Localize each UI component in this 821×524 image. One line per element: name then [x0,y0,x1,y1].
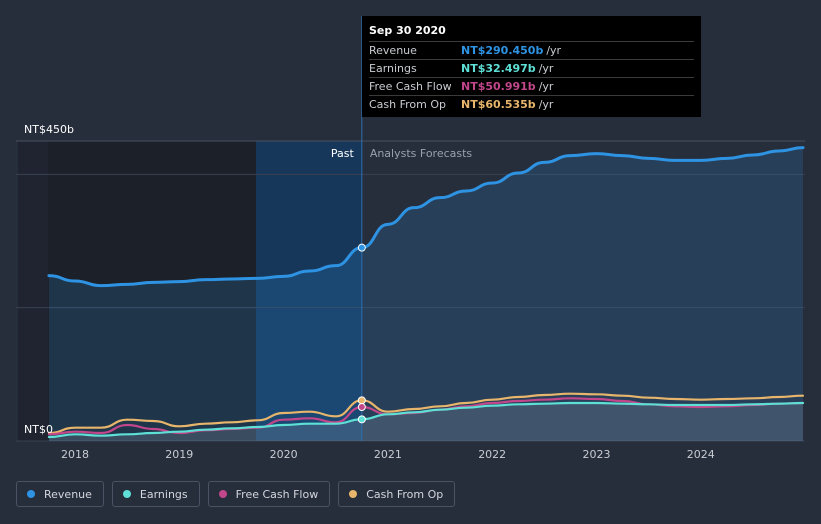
marker-cash-from-op [357,396,366,405]
legend-label: Revenue [44,487,92,501]
tooltip-value: NT$60.535b [461,98,536,111]
tooltip-unit: /yr [538,98,554,111]
x-tick-label: 2021 [374,448,402,461]
marker-earnings [357,415,366,424]
y-tick-label-top: NT$450b [24,123,74,136]
x-tick-label: 2020 [270,448,298,461]
x-tick-label: 2022 [478,448,506,461]
legend-item-earnings[interactable]: Earnings [111,481,200,507]
legend: Revenue Earnings Free Cash Flow Cash Fro… [16,481,456,507]
tooltip-row-cash-from-op: Cash From Op NT$60.535b /yr [369,95,694,113]
legend-dot-icon [27,490,35,498]
x-tick-label: 2023 [583,448,611,461]
tooltip-label: Earnings [369,62,417,75]
legend-dot-icon [349,490,358,498]
tooltip-row-revenue: Revenue NT$290.450b /yr [369,41,694,59]
legend-label: Free Cash Flow [235,487,319,501]
series-line-earnings [47,401,805,439]
tooltip-label: Cash From Op [369,98,447,111]
x-tick-label: 2024 [687,448,715,461]
series-line-cash-from-op [47,392,805,435]
series-line-revenue [47,146,805,288]
legend-item-free-cash-flow[interactable]: Free Cash Flow [207,481,331,507]
x-tick-label: 2018 [61,448,89,461]
marker-free-cash-flow [357,403,366,411]
legend-item-revenue[interactable]: Revenue [16,481,104,507]
past-band-dark [48,141,256,441]
y-tick-label-bottom: NT$0 [24,423,53,436]
forecast-label: Analysts Forecasts [370,147,473,160]
tooltip-label: Free Cash Flow [369,80,452,93]
tooltip-value: NT$50.991b [461,80,536,93]
tooltip-unit: /yr [538,62,554,75]
legend-item-cash-from-op[interactable]: Cash From Op [338,481,456,507]
tooltip-value: NT$32.497b [461,62,536,75]
marker-revenue [357,243,366,252]
legend-label: Cash From Op [366,487,444,501]
x-tick-label: 2019 [165,448,193,461]
tooltip-row-earnings: Earnings NT$32.497b /yr [369,59,694,77]
tooltip-date: Sep 30 2020 [369,24,446,37]
tooltip-row-free-cash-flow: Free Cash Flow NT$50.991b /yr [369,77,694,95]
legend-dot-icon [122,490,131,498]
tooltip-label: Revenue [369,44,417,57]
past-label: Past [331,147,355,160]
legend-dot-icon [218,490,227,498]
tooltip-value: NT$290.450b [461,44,544,57]
tooltip-unit: /yr [546,44,562,57]
past-highlight-band [256,141,362,441]
earnings-area [48,403,804,441]
tooltip-unit: /yr [538,80,554,93]
legend-label: Earnings [139,487,188,501]
revenue-area [48,147,804,441]
tooltip: Sep 30 2020 Revenue NT$290.450b /yr Earn… [362,16,701,117]
